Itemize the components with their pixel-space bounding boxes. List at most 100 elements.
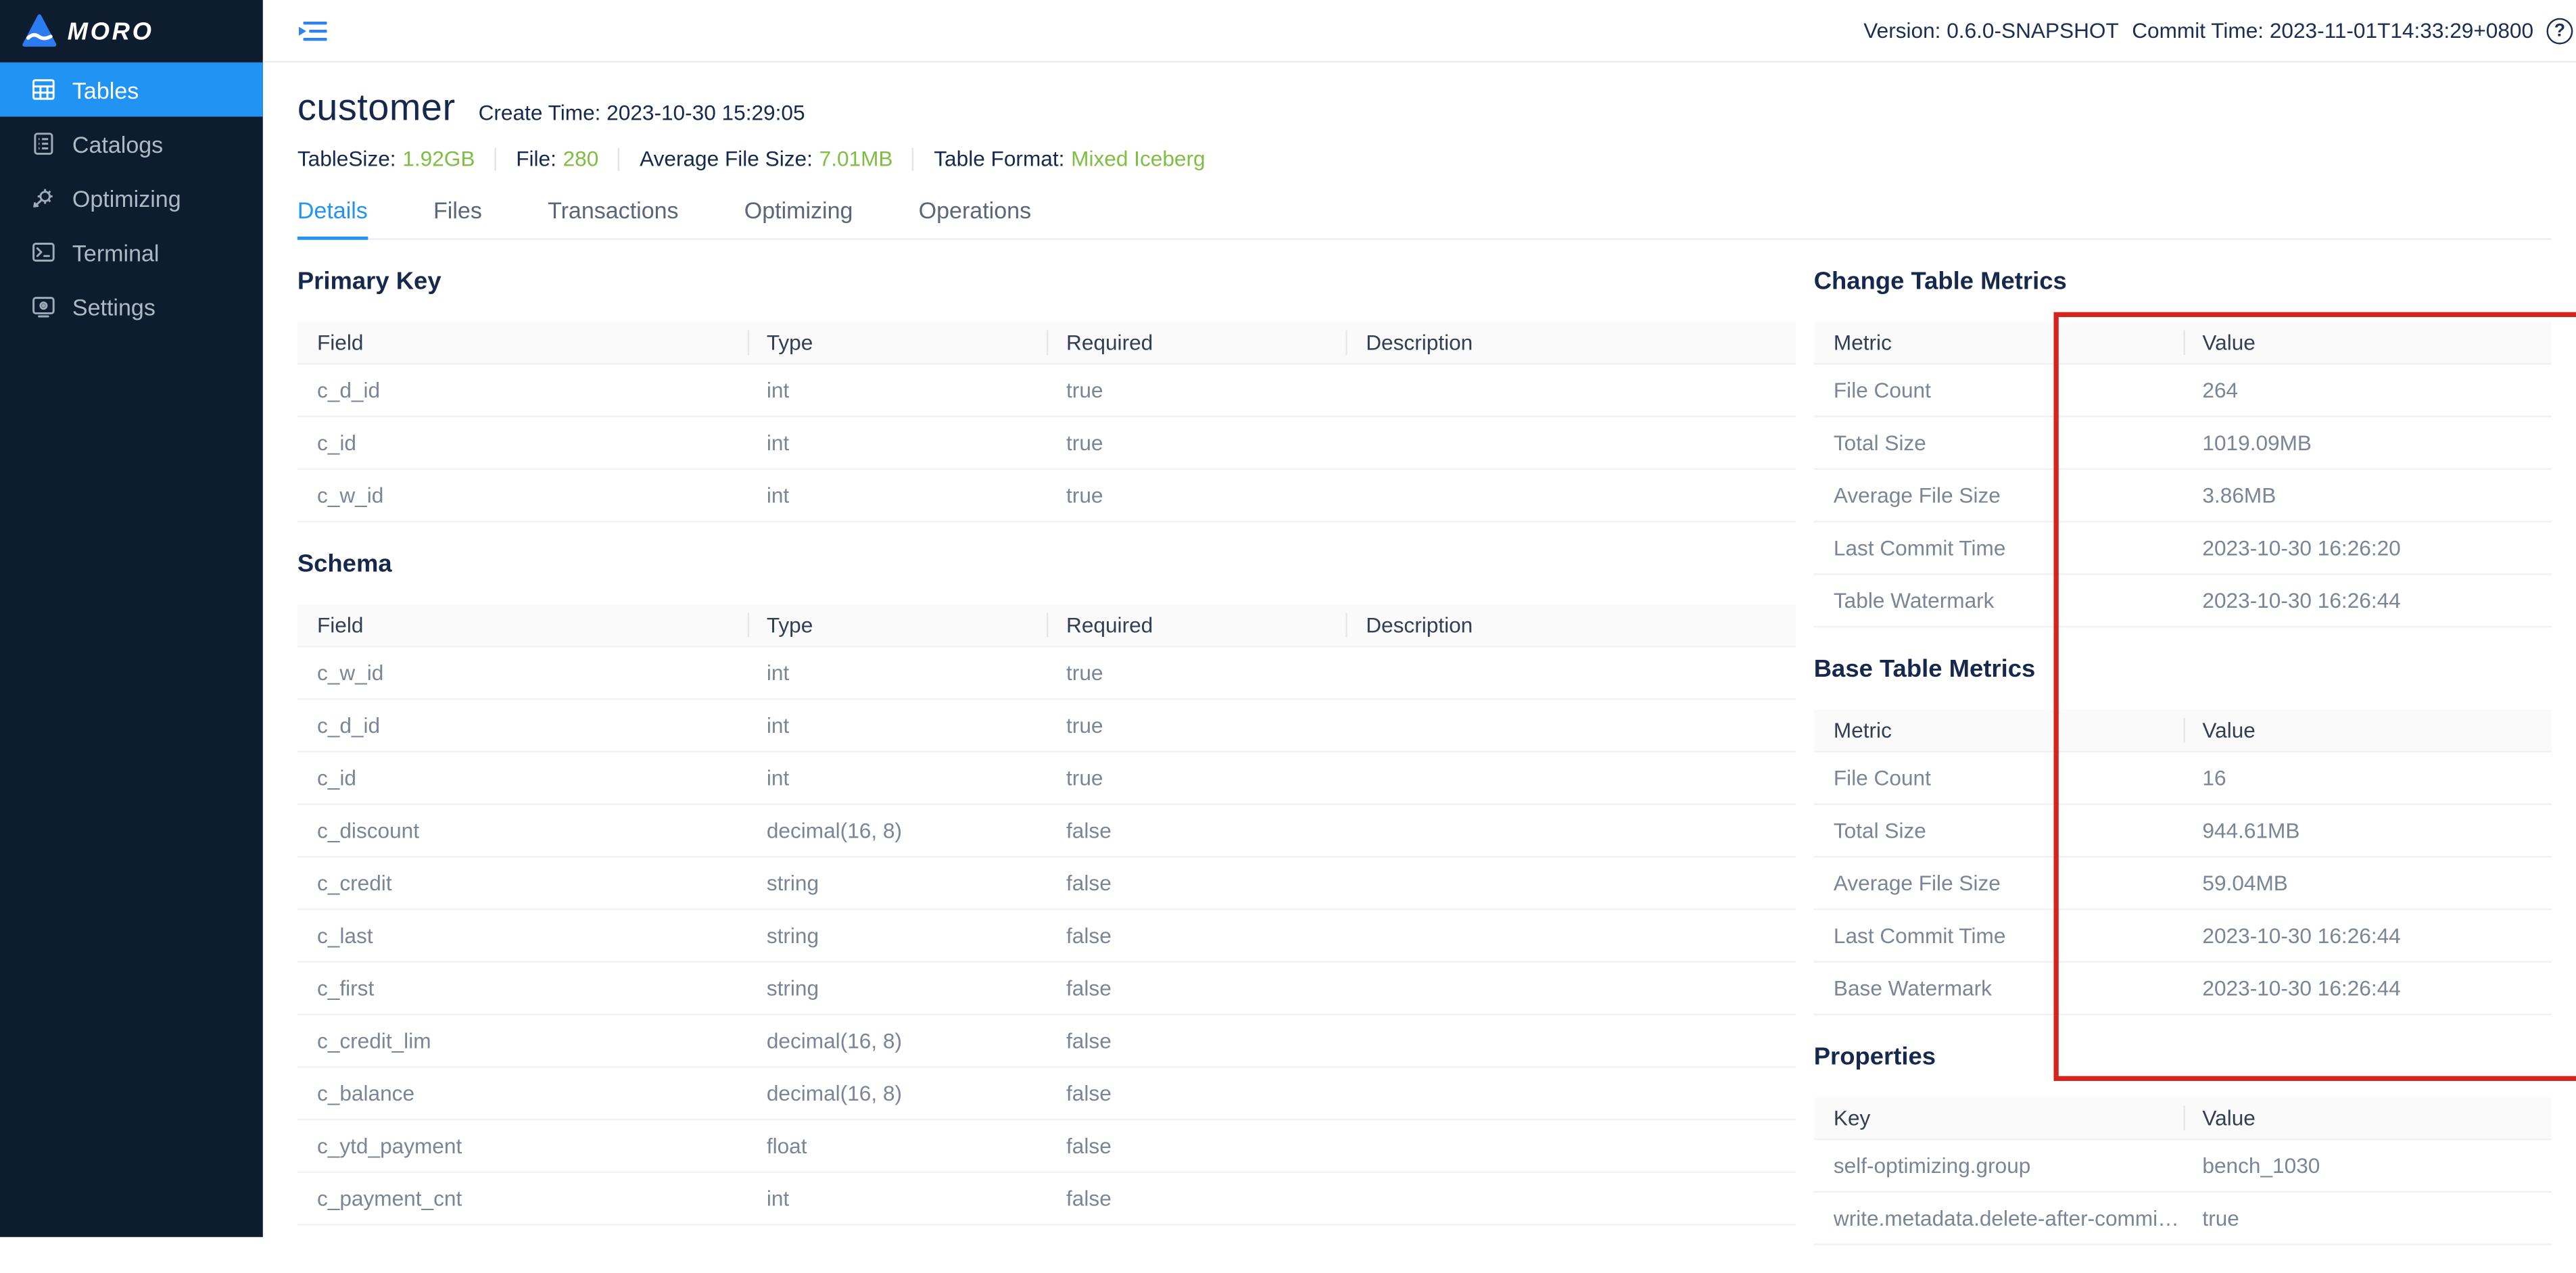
table-cell: string [747,871,1047,895]
column-header: Type [747,322,1047,363]
column-header: Value [2183,1097,2552,1138]
sidebar-item-label: Optimizing [72,185,181,211]
table-cell: c_d_id [297,713,747,738]
column-header: Required [1047,604,1346,646]
table-cell: int [747,1186,1047,1210]
table-cell: 59.04MB [2183,871,2552,895]
main-area: Version: 0.6.0-SNAPSHOT Commit Time: 202… [263,0,2576,1237]
table-cell: false [1047,976,1346,1000]
optimizing-icon [30,185,56,211]
column-header: Type [747,604,1047,646]
table-cell: false [1047,1081,1346,1105]
table-cell: 2023-10-30 16:26:20 [2183,535,2552,560]
brand-name: MORO [68,18,154,45]
table-cell: Last Commit Time [1814,535,2183,560]
table-cell: c_discount [297,818,747,842]
table-cell: 2023-10-30 16:26:44 [2183,923,2552,948]
topbar: Version: 0.6.0-SNAPSHOT Commit Time: 202… [263,0,2576,62]
tab-details[interactable]: Details [297,187,368,238]
tab-files[interactable]: Files [433,187,482,238]
table-cell: 16 [2183,765,2552,790]
stat-label: TableSize: [297,146,396,170]
sidebar-item-optimizing[interactable]: Optimizing [0,171,263,225]
sidebar-item-catalogs[interactable]: Catalogs [0,117,263,171]
tab-optimizing[interactable]: Optimizing [744,187,853,238]
sidebar-menu: Tables Catalogs [0,62,263,333]
table-cell: Total Size [1814,818,2183,842]
table-cell: c_d_id [297,378,747,402]
column-header: Metric [1814,322,2183,363]
section-title: Schema [297,550,1796,578]
sidebar-item-tables[interactable]: Tables [0,62,263,116]
column-header: Value [2183,322,2552,363]
table-cell: true [1047,660,1346,685]
table-cell: decimal(16, 8) [747,818,1047,842]
table-detail-page: customer Create Time: 2023-10-30 15:29:0… [263,62,2576,1273]
menu-fold-icon[interactable] [297,18,327,44]
table-cell: false [1047,1186,1346,1210]
table-cell: File Count [1814,378,2183,402]
sidebar-item-label: Terminal [72,239,160,266]
section-title: Base Table Metrics [1814,656,2552,683]
table-cell: 1019.09MB [2183,431,2552,455]
tables-icon [30,76,56,103]
table-cell: c_credit [297,871,747,895]
column-header: Description [1346,322,1796,363]
sidebar-item-settings[interactable]: Settings [0,279,263,333]
table-cell: true [1047,431,1346,455]
table-cell: c_payment_cnt [297,1186,747,1210]
table-cell: false [1047,1028,1346,1053]
table-cell: c_ytd_payment [297,1134,747,1158]
table-cell: self-optimizing.group [1814,1153,2183,1178]
column-header: Key [1814,1097,2183,1138]
table-cell: int [747,660,1047,685]
table-cell: 264 [2183,378,2552,402]
tab-transactions[interactable]: Transactions [548,187,678,238]
column-header: Field [297,604,747,646]
stat-item: TableSize:1.92GB [297,146,475,170]
title-row: customer Create Time: 2023-10-30 15:29:0… [297,85,2552,130]
sidebar-item-terminal[interactable]: Terminal [0,225,263,279]
table-cell: int [747,483,1047,507]
table-cell: true [1047,483,1346,507]
catalogs-icon [30,130,56,157]
create-time: Create Time: 2023-10-30 15:29:05 [479,100,805,124]
table-cell: true [1047,378,1346,402]
stat-label: Table Format: [934,146,1064,170]
table-cell: int [747,713,1047,738]
table-cell: false [1047,1134,1346,1158]
column-header: Value [2183,710,2552,751]
column-header: Field [297,322,747,363]
sidebar-item-label: Settings [72,293,156,320]
table-cell: int [747,765,1047,790]
terminal-icon [30,239,56,266]
table-cell: Average File Size [1814,871,2183,895]
table-cell: Table Watermark [1814,588,2183,613]
table-cell: File Count [1814,765,2183,790]
table-cell: 2023-10-30 16:26:44 [2183,588,2552,613]
table-cell: write.metadata.delete-after-commit.... [1814,1206,2183,1230]
help-icon[interactable]: ? [2547,18,2573,44]
commit-time-text: Commit Time: 2023-11-01T14:33:29+0800 [2132,18,2533,43]
brand-logo[interactable]: MORO [0,0,263,62]
tab-operations[interactable]: Operations [919,187,1031,238]
